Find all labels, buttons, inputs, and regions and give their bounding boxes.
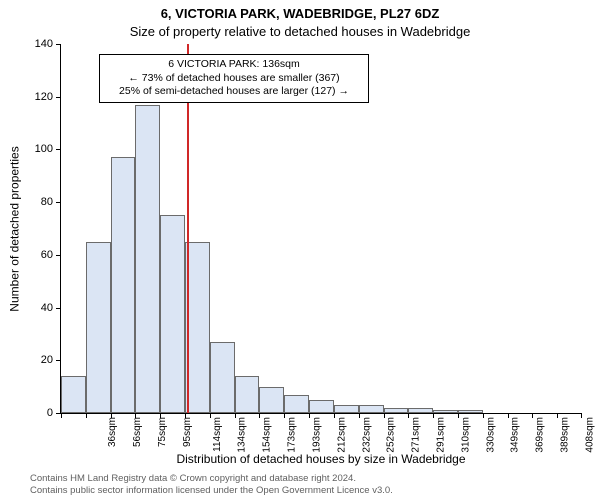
x-tick-mark [86,413,87,418]
x-tick-label: 193sqm [311,417,322,453]
chart-title-address: 6, VICTORIA PARK, WADEBRIDGE, PL27 6DZ [0,6,600,21]
x-tick-label: 56sqm [132,417,143,447]
histogram-bar [458,410,483,413]
annotation-box: 6 VICTORIA PARK: 136sqm← 73% of detached… [99,54,369,103]
y-tick-mark [56,202,61,203]
x-tick-mark [309,413,310,418]
x-tick-label: 330sqm [485,417,496,453]
chart-title-description: Size of property relative to detached ho… [0,24,600,39]
x-tick-label: 291sqm [436,417,447,453]
x-tick-mark [384,413,385,418]
x-tick-mark [433,413,434,418]
x-tick-mark [111,413,112,418]
x-tick-label: 349sqm [510,417,521,453]
annotation-line-1: 6 VICTORIA PARK: 136sqm [106,58,362,72]
histogram-bar [284,395,309,413]
x-tick-label: 134sqm [237,417,248,453]
x-tick-mark [185,413,186,418]
x-tick-mark [458,413,459,418]
histogram-bar [235,376,260,413]
x-tick-mark [135,413,136,418]
x-tick-mark [581,413,582,418]
x-tick-label: 252sqm [386,417,397,453]
x-tick-label: 271sqm [411,417,422,453]
histogram-bar [135,105,160,413]
x-tick-label: 173sqm [287,417,298,453]
footer-line-2: Contains public sector information licen… [30,485,393,496]
chart-footer: Contains HM Land Registry data © Crown c… [30,473,393,496]
x-tick-mark [160,413,161,418]
annotation-line-3: 25% of semi-detached houses are larger (… [106,85,362,99]
histogram-bar [160,215,185,413]
x-tick-label: 232sqm [361,417,372,453]
histogram-bar [384,408,409,413]
y-tick-mark [56,308,61,309]
y-axis-label-text: Number of detached properties [8,146,22,311]
x-tick-mark [235,413,236,418]
x-tick-label: 408sqm [584,417,595,453]
plot-area: 02040608010012014036sqm56sqm75sqm95sqm11… [60,44,582,414]
x-tick-mark [359,413,360,418]
x-tick-mark [284,413,285,418]
x-tick-mark [508,413,509,418]
y-tick-mark [56,360,61,361]
y-tick-mark [56,97,61,98]
annotation-line-2: ← 73% of detached houses are smaller (36… [106,72,362,86]
x-tick-label: 75sqm [157,417,168,447]
y-tick-mark [56,149,61,150]
x-tick-mark [557,413,558,418]
histogram-bar [359,405,384,413]
y-tick-mark [56,255,61,256]
x-tick-mark [483,413,484,418]
x-tick-mark [408,413,409,418]
x-tick-label: 389sqm [560,417,571,453]
x-tick-label: 36sqm [107,417,118,447]
x-tick-label: 154sqm [262,417,273,453]
histogram-bar [309,400,334,413]
histogram-bar [259,387,284,413]
histogram-bar [61,376,86,413]
x-tick-label: 95sqm [182,417,193,447]
x-tick-label: 369sqm [535,417,546,453]
y-axis-label: Number of detached properties [6,44,24,414]
x-tick-label: 114sqm [211,417,222,452]
x-tick-label: 212sqm [336,417,347,453]
histogram-bar [86,242,111,413]
x-axis-label: Distribution of detached houses by size … [60,452,582,466]
histogram-bar [334,405,359,413]
histogram-bar [210,342,235,413]
histogram-bar [433,410,458,413]
y-tick-mark [56,44,61,45]
histogram-bar [408,408,433,413]
x-tick-mark [61,413,62,418]
x-tick-mark [210,413,211,418]
x-tick-mark [259,413,260,418]
footer-line-1: Contains HM Land Registry data © Crown c… [30,473,393,484]
x-tick-label: 310sqm [460,417,471,453]
x-tick-mark [532,413,533,418]
x-tick-mark [334,413,335,418]
chart-container: 6, VICTORIA PARK, WADEBRIDGE, PL27 6DZ S… [0,0,600,500]
histogram-bar [111,157,136,413]
